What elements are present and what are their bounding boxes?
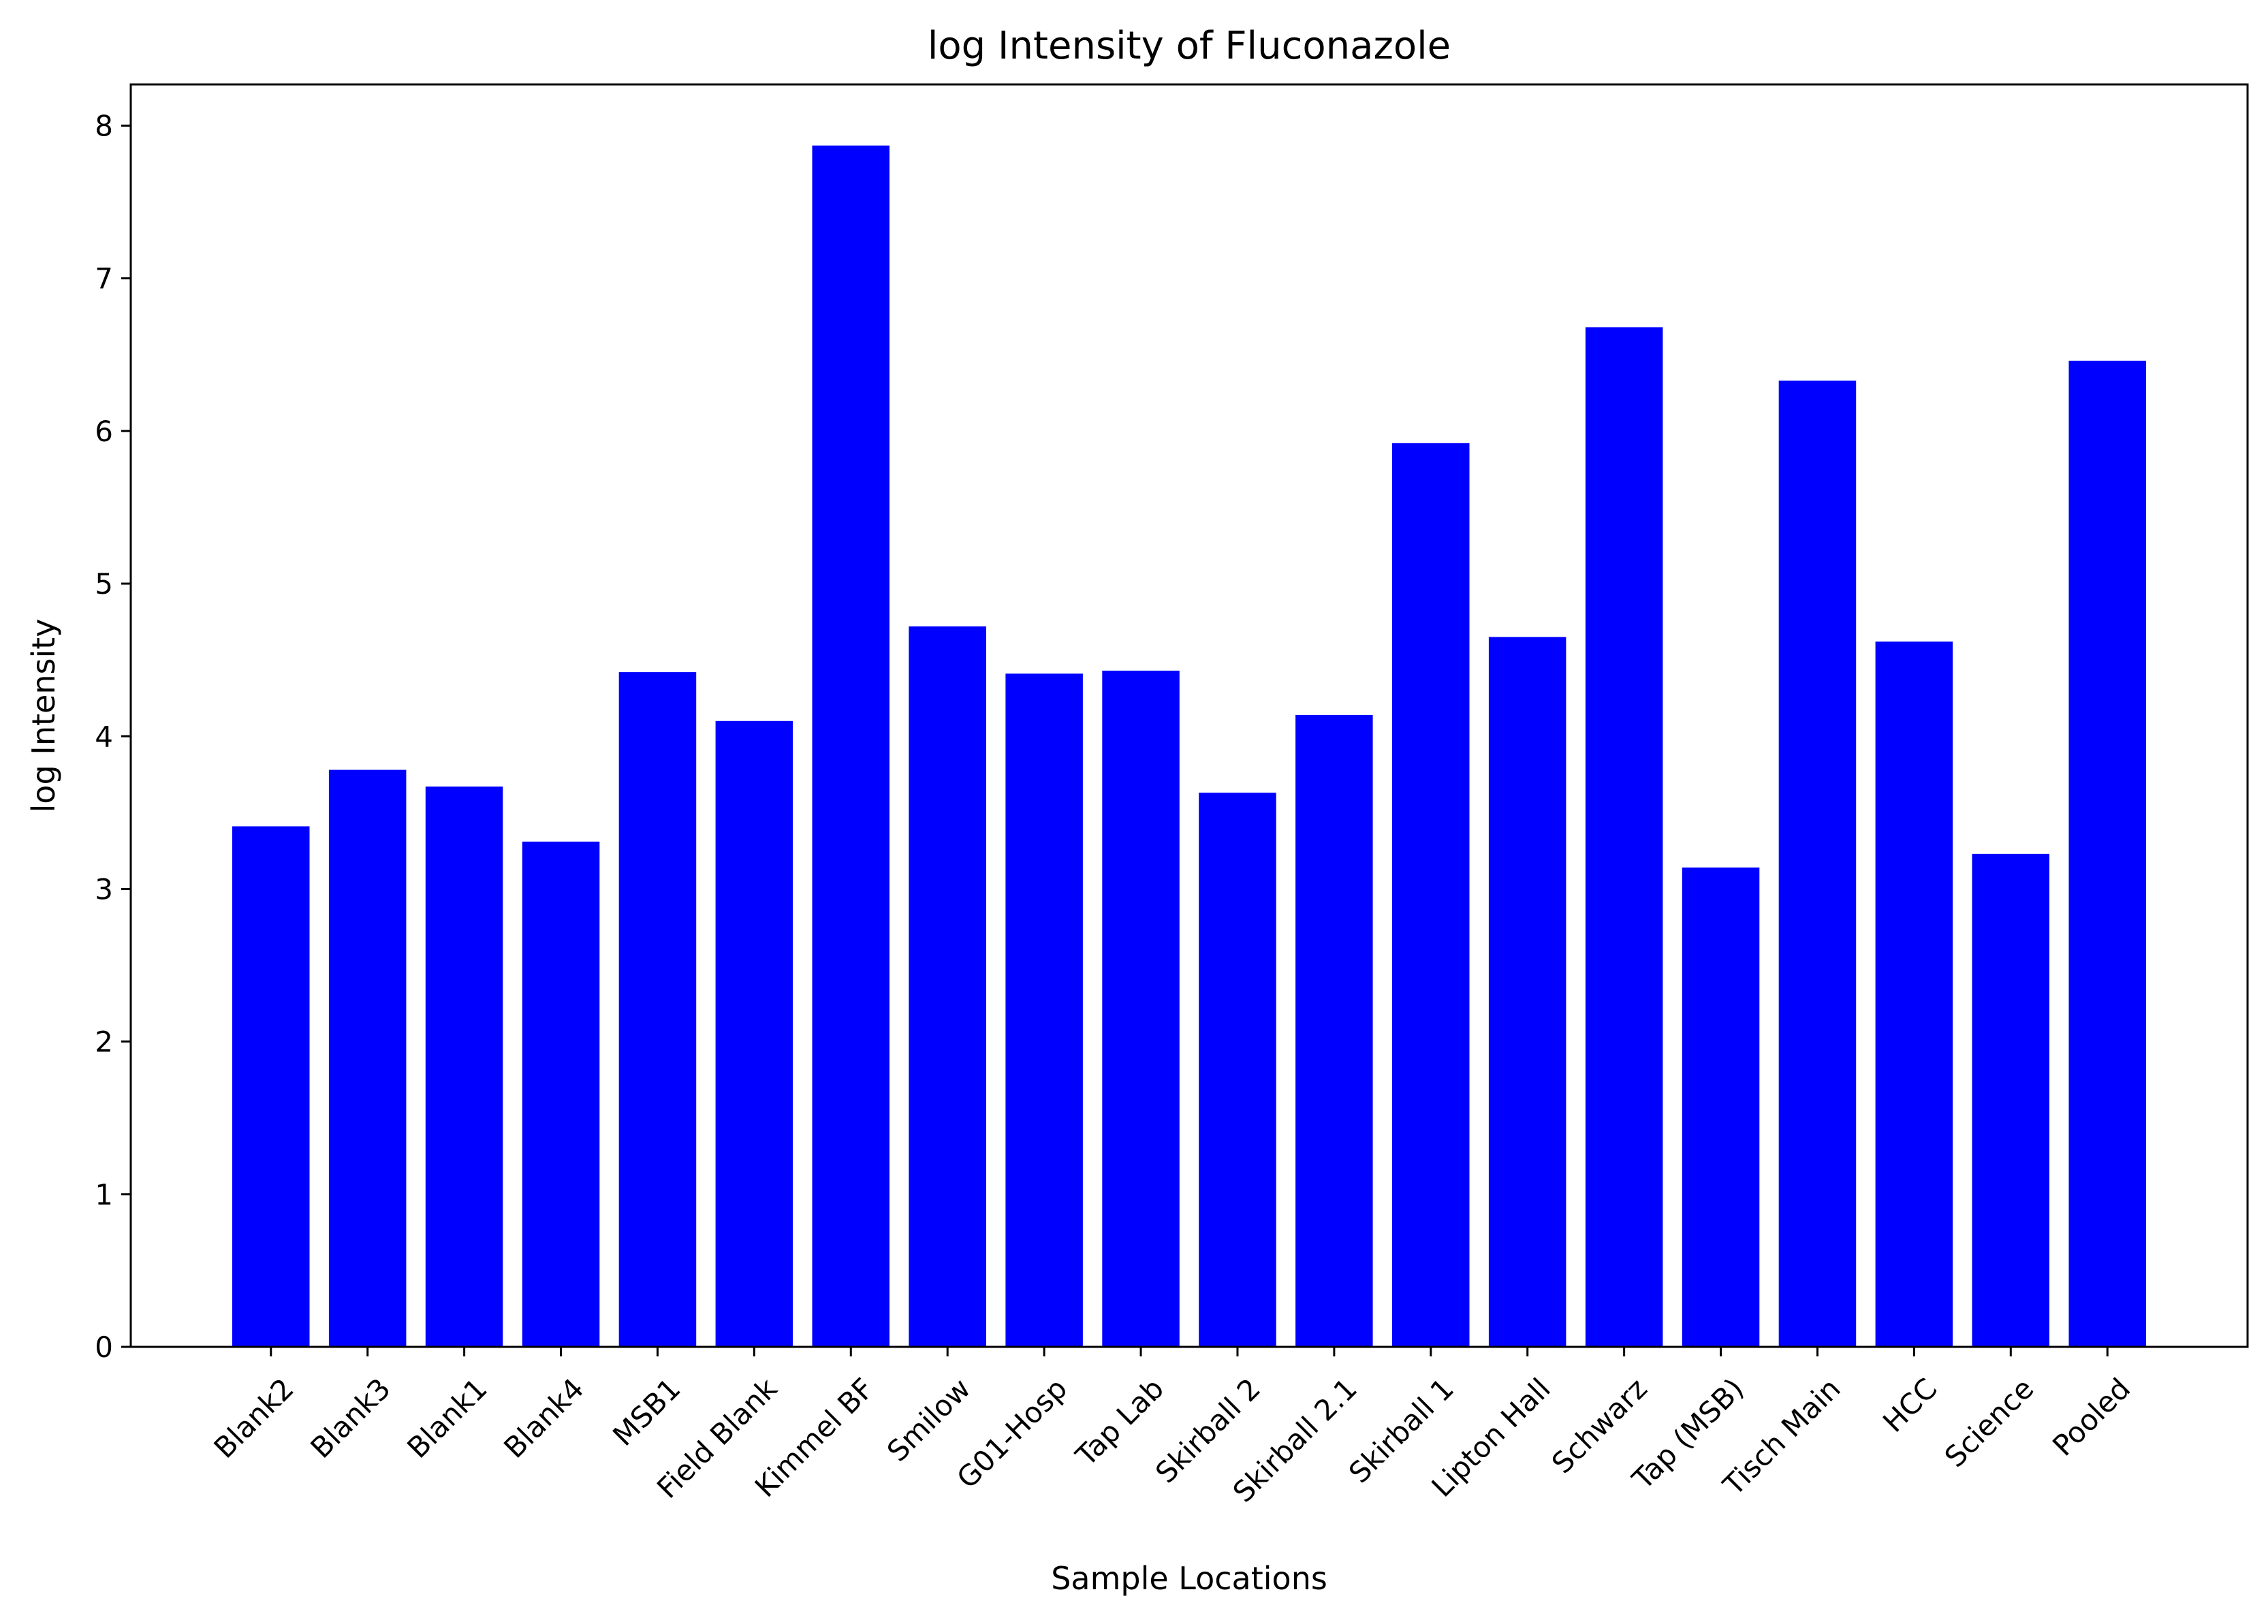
bar-pooled bbox=[2068, 360, 2146, 1347]
bar-skirball-2 bbox=[1199, 793, 1276, 1347]
bar-hcc bbox=[1875, 641, 1953, 1347]
bar-blank3 bbox=[328, 769, 407, 1347]
y-tick-label: 8 bbox=[95, 110, 113, 143]
y-tick-label: 7 bbox=[95, 262, 113, 296]
bar-blank2 bbox=[232, 826, 310, 1347]
bar-g01-hosp bbox=[1005, 673, 1083, 1347]
y-tick-label: 6 bbox=[95, 415, 113, 448]
bars-group bbox=[232, 145, 2146, 1348]
bar-blank4 bbox=[522, 842, 600, 1347]
bar-field-blank bbox=[715, 720, 793, 1347]
y-axis-label: log Intensity bbox=[25, 619, 62, 813]
y-tick-label: 0 bbox=[95, 1331, 113, 1364]
y-tick-label: 4 bbox=[95, 720, 113, 753]
bar-blank1 bbox=[425, 786, 503, 1347]
y-tick-label: 1 bbox=[95, 1178, 113, 1211]
plot-frame bbox=[129, 83, 2249, 1348]
bar-smilow bbox=[909, 626, 986, 1347]
bar-science bbox=[1972, 853, 2049, 1347]
bar-skirball-1 bbox=[1392, 443, 1470, 1347]
y-tick-label: 3 bbox=[95, 872, 113, 906]
y-axis: 0 1 2 3 4 5 6 7 8 bbox=[95, 110, 131, 1364]
bar-lipton-hall bbox=[1488, 637, 1566, 1347]
bar-kimmel-bf bbox=[812, 145, 889, 1348]
y-tick-label: 2 bbox=[95, 1025, 113, 1059]
x-axis-label: Sample Locations bbox=[1051, 1560, 1327, 1597]
bar-tisch-main bbox=[1778, 380, 1857, 1347]
bar-tap-msb bbox=[1682, 867, 1760, 1347]
bar-skirball-2-1 bbox=[1295, 714, 1373, 1347]
bar-schwarz bbox=[1585, 327, 1663, 1347]
y-tick-label: 5 bbox=[95, 567, 113, 601]
chart-title: log Intensity of Fluconazole bbox=[928, 24, 1451, 68]
bar-msb1 bbox=[618, 672, 697, 1347]
bar-tap-lab bbox=[1102, 670, 1180, 1347]
